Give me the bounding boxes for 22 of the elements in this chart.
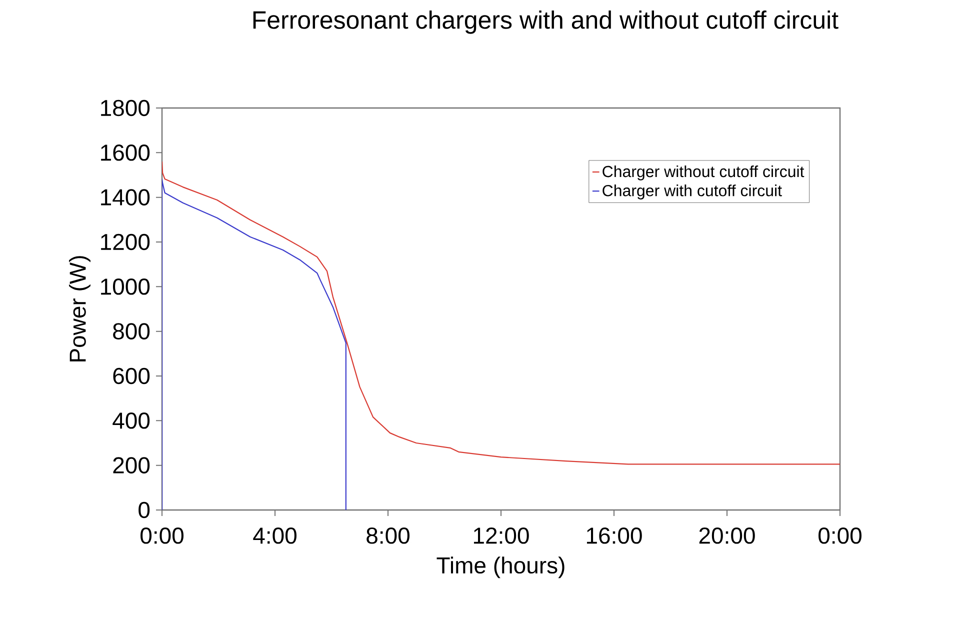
x-tick-label: 0:00 [818,528,862,544]
x-tick-label: 16:00 [586,528,642,544]
legend-label: Charger without cutoff circuit [602,165,804,180]
x-tick-label: 0:00 [140,528,184,544]
y-tick-label: 600 [113,368,150,384]
y-tick-label: 200 [113,457,150,474]
y-tick-label: 1600 [101,144,150,161]
y-tick-label: 0 [138,502,150,518]
y-tick-label: 1800 [101,100,150,116]
y-tick-label: 400 [112,412,150,429]
y-tick-label: 800 [113,323,150,340]
x-tick-label: 12:00 [474,528,529,544]
x-tick-label: 20:00 [699,528,755,544]
legend-label: Charger with cutoff circuit [602,184,782,200]
chart-title: Ferroresonant chargers with and without cutoff circuit [253,10,838,34]
y-tick-label: 1200 [101,234,150,250]
y-tick-label: 1400 [101,189,150,206]
x-axis-title: Time (hours) [436,556,564,578]
y-tick-label: 1000 [101,278,150,295]
y-axis-title: Power (W) [69,256,90,362]
x-tick-label: 4:00 [253,528,296,544]
x-tick-label: 8:00 [366,528,410,544]
